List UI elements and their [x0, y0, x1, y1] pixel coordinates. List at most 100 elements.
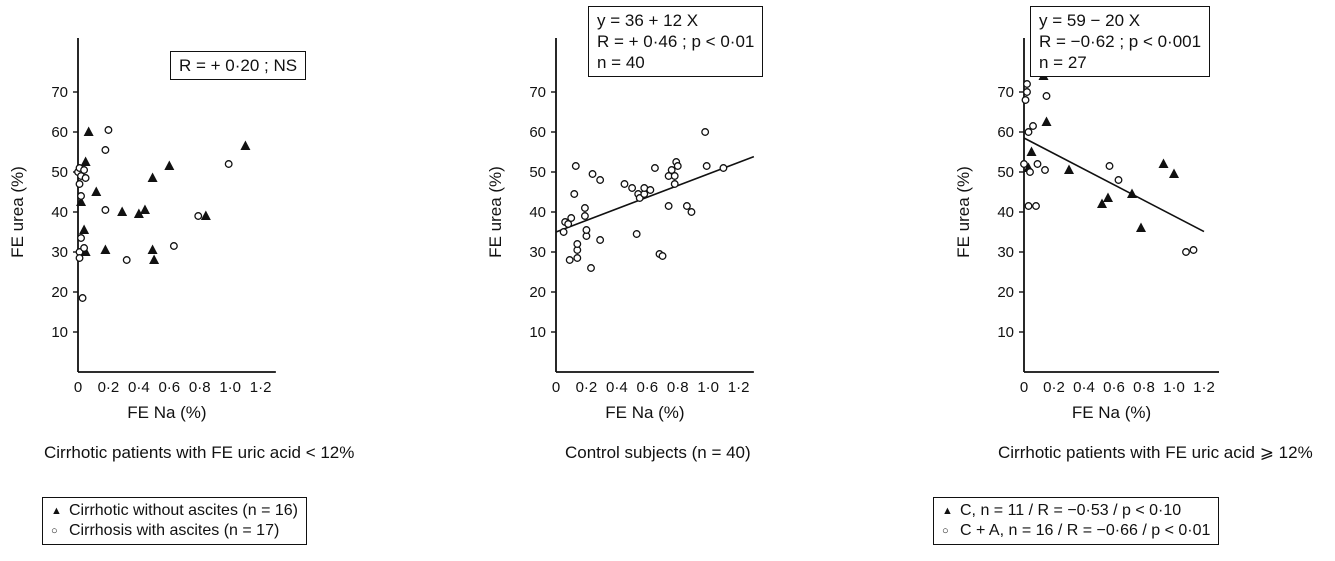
triangle-marker-icon: ▲: [51, 505, 62, 517]
x-tick-label: 0: [1020, 379, 1028, 396]
y-tick-label: 30: [997, 244, 1014, 261]
y-axis-label: FE urea (%): [954, 166, 973, 258]
data-point-circle: [81, 174, 90, 182]
data-point-circle: [101, 206, 110, 214]
data-point-triangle: [200, 210, 211, 220]
y-tick-label: 70: [51, 84, 68, 101]
data-point-circle: [1023, 88, 1031, 96]
regression-line: [1023, 137, 1205, 233]
legend-entry: ▲ Cirrhotic without ascites (n = 16): [51, 501, 298, 521]
data-point-circle: [580, 204, 589, 212]
x-tick-label: 1·2: [728, 379, 750, 396]
data-point-triangle: [164, 160, 175, 170]
data-point-triangle: [149, 254, 160, 264]
x-tick-label: 0·2: [1043, 379, 1065, 396]
data-point-circle: [1182, 248, 1190, 256]
data-point-circle: [169, 242, 178, 250]
chart-panel-cirrhotic-low: 10 20 30 40 50 60 70 0 0·2 0·4 0·6 0·8 1·0 1·2 FE Na (…: [0, 0, 420, 561]
scatter-plot-cirrhotic-high: 10 20 30 40 50 60 70 0 0·2 0·4 0·6 0·8 1·0 1·2 FE Na (…: [954, 38, 1219, 422]
data-point-circle: [1021, 96, 1030, 104]
data-point-circle: [596, 176, 605, 184]
data-point-circle: [620, 180, 629, 188]
stats-box: y = 36 + 12 X R = + 0·46 ; p < 0·01 n = 40: [588, 6, 764, 77]
data-point-circle: [588, 170, 597, 178]
y-tick-label: 20: [51, 284, 68, 301]
data-point-circle: [596, 236, 605, 244]
y-tick-label: 20: [997, 284, 1014, 301]
x-tick-label: 1·0: [697, 379, 719, 396]
data-point-circle: [1189, 246, 1198, 254]
x-axis-label: FE Na (%): [1072, 403, 1151, 422]
circle-marker-icon: ○: [51, 525, 58, 537]
legend-label: C, n = 11 / R = −0·53 / p < 0·10: [960, 502, 1182, 519]
data-point-circle: [1105, 162, 1114, 170]
data-point-circle: [567, 214, 576, 222]
chart-caption: Cirrhotic patients with FE uric acid ⩾ 1…: [998, 443, 1313, 462]
data-point-circle: [75, 180, 84, 188]
data-point-triangle: [117, 206, 128, 216]
stats-line: y = 59 − 20 X: [1039, 11, 1141, 30]
data-point-circle: [1033, 160, 1042, 168]
x-tick-label: 1·0: [1163, 379, 1185, 396]
data-point-circle: [1029, 122, 1037, 130]
stats-box: y = 59 − 20 X R = −0·62 ; p < 0·001 n = 27: [1030, 6, 1211, 77]
x-tick-label: 0: [552, 379, 560, 396]
data-point-circle: [1041, 166, 1049, 174]
y-tick-label: 60: [529, 124, 546, 141]
data-point-triangle: [1169, 168, 1179, 178]
y-tick-label: 50: [997, 164, 1014, 181]
y-tick-label: 20: [529, 284, 546, 301]
x-tick-label: 0·6: [158, 379, 180, 396]
data-point-circle: [80, 244, 89, 252]
data-point-triangle: [76, 196, 87, 206]
legend-entry: ▲ C, n = 11 / R = −0·53 / p < 0·10: [942, 501, 1210, 521]
data-point-triangle: [1158, 158, 1169, 168]
legend: ▲ Cirrhotic without ascites (n = 16) ○ Cirr…: [42, 497, 307, 545]
x-tick-label: 1·0: [219, 379, 241, 396]
stats-line: R = + 0·20 ; NS: [179, 56, 298, 75]
data-point-triangle: [1127, 188, 1137, 198]
data-point-triangle: [147, 244, 158, 254]
data-point-circle: [646, 186, 655, 194]
data-point-triangle: [83, 126, 94, 136]
y-axis-label: FE urea (%): [486, 166, 505, 258]
data-point-circle: [632, 230, 641, 238]
legend-entry: ○ Cirrhosis with ascites (n = 17): [51, 521, 298, 541]
y-axis-label: FE urea (%): [8, 166, 27, 258]
data-point-triangle: [147, 172, 158, 182]
stats-line: R = + 0·46 ; p < 0·01: [597, 32, 755, 51]
data-point-triangle: [133, 208, 144, 218]
y-tick-label: 40: [51, 204, 68, 221]
data-point-circle: [570, 190, 579, 198]
data-point-circle: [77, 234, 85, 242]
data-point-circle: [701, 128, 710, 136]
y-tick-label: 60: [51, 124, 68, 141]
y-tick-label: 30: [529, 244, 546, 261]
data-point-circle: [80, 166, 89, 174]
data-point-circle: [687, 208, 696, 216]
chart-panel-cirrhotic-high: 10 20 30 40 50 60 70 0 0·2 0·4 0·6 0·8 1·0 1·2 FE Na (…: [933, 0, 1335, 561]
data-point-circle: [565, 256, 574, 264]
legend-entry: ○ C + A, n = 16 / R = −0·66 / p < 0·01: [942, 521, 1210, 541]
y-tick-label: 40: [997, 204, 1014, 221]
legend-label: Cirrhotic without ascites (n = 16): [69, 502, 298, 519]
y-tick-label: 40: [529, 204, 546, 221]
data-point-circle: [719, 164, 728, 172]
x-tick-label: 0·6: [636, 379, 658, 396]
x-tick-label: 0·2: [98, 379, 120, 396]
data-point-triangle: [1064, 164, 1074, 174]
y-tick-label: 60: [997, 124, 1014, 141]
y-tick-label: 70: [529, 84, 546, 101]
data-point-circle: [667, 166, 676, 174]
x-tick-label: 1·2: [250, 379, 272, 396]
data-point-circle: [101, 146, 110, 154]
data-point-circle: [224, 160, 233, 168]
x-tick-label: 0·6: [1103, 379, 1125, 396]
data-point-circle: [1020, 160, 1028, 168]
data-point-circle: [571, 162, 580, 170]
data-point-circle: [1024, 202, 1033, 210]
x-tick-label: 0·4: [606, 379, 628, 396]
data-point-circle: [682, 202, 691, 210]
data-point-circle: [75, 254, 84, 262]
data-point-triangle: [139, 204, 150, 214]
